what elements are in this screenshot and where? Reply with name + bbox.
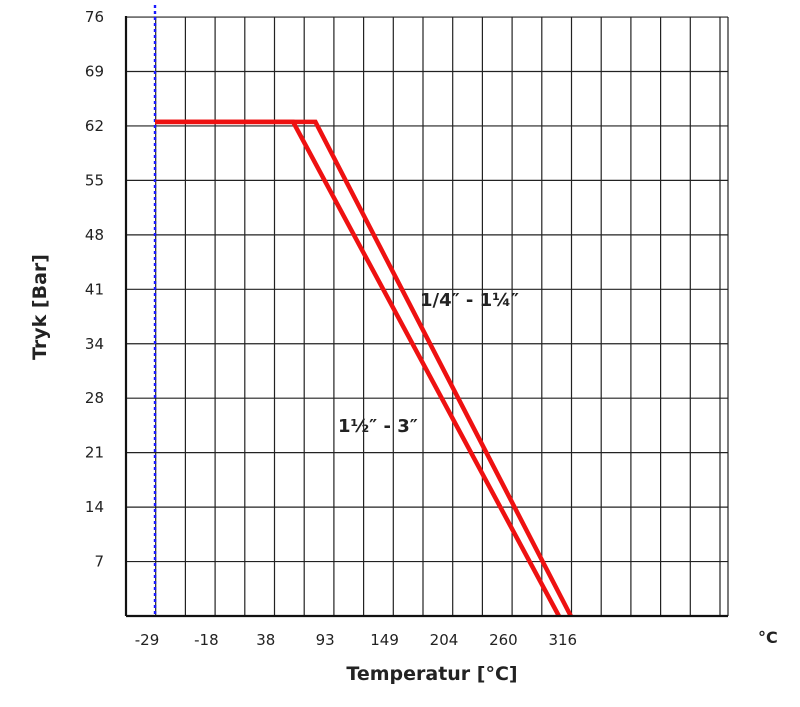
x-tick-label: -18 — [194, 631, 219, 649]
y-tick-label: 62 — [85, 117, 104, 135]
x-tick-label: 260 — [489, 631, 518, 649]
y-tick-label: 48 — [85, 226, 104, 244]
y-tick-label: 14 — [85, 498, 104, 516]
y-tick-label: 28 — [85, 389, 104, 407]
y-tick-label: 69 — [85, 63, 104, 81]
x-tick-label: 149 — [370, 631, 399, 649]
y-tick-label: 7 — [94, 553, 104, 571]
y-tick-label: 55 — [85, 171, 104, 189]
x-tick-label: 316 — [548, 631, 577, 649]
x-unit-label: °C — [758, 628, 778, 647]
y-axis-title: Tryk [Bar] — [29, 254, 51, 360]
annotation-series-2: 1½″ - 3″ — [338, 416, 418, 437]
x-tick-labels: -29 -18 38 93 149 204 260 316 — [135, 631, 577, 649]
y-tick-label: 34 — [85, 335, 104, 353]
grid — [125, 16, 729, 617]
x-tick-label: -29 — [135, 631, 160, 649]
x-tick-label: 93 — [316, 631, 335, 649]
y-tick-label: 41 — [85, 280, 104, 298]
series-group — [155, 119, 573, 618]
x-tick-label: 204 — [430, 631, 459, 649]
annotation-series-1: 1/4″ - 1¼″ — [420, 290, 519, 311]
y-tick-label: 21 — [85, 444, 104, 462]
series-line-2 — [155, 119, 561, 618]
axes — [124, 16, 728, 618]
x-axis-title: Temperatur [°C] — [346, 663, 517, 685]
x-tick-label: 38 — [256, 631, 275, 649]
y-tick-label: 76 — [85, 8, 104, 26]
y-tick-labels: 7 14 21 28 34 41 48 55 62 69 76 — [85, 8, 104, 571]
series-line-1 — [155, 119, 573, 618]
